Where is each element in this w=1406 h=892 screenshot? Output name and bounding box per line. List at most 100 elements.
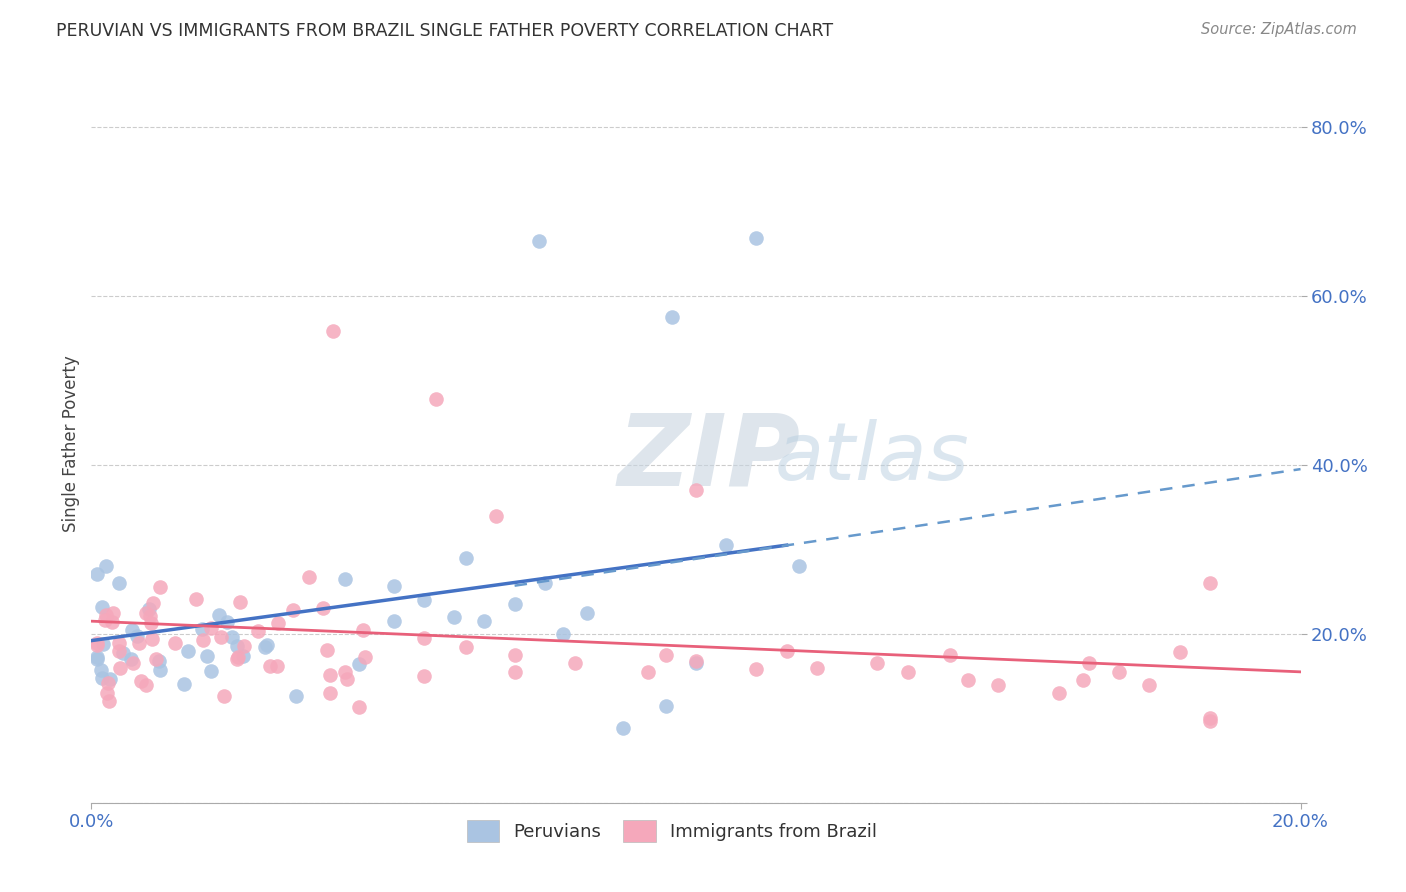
Point (297, 570, 319, 584)
Point (94, 559, 117, 574)
Point (335, 673, 357, 687)
Point (148, 654, 170, 668)
Text: atlas: atlas (775, 419, 969, 497)
Point (97, 676, 120, 690)
Point (173, 677, 195, 691)
Point (101, 607, 124, 621)
Point (319, 668, 342, 682)
Point (86, 652, 108, 666)
Point (866, 657, 889, 671)
Point (685, 657, 707, 671)
Point (226, 650, 249, 665)
Point (108, 644, 131, 658)
Point (226, 639, 249, 653)
Point (1047, 686, 1070, 700)
Point (221, 630, 243, 644)
Point (503, 597, 526, 611)
Point (1108, 665, 1130, 679)
Point (382, 614, 405, 628)
Point (267, 616, 290, 631)
Point (685, 483, 707, 498)
Point (108, 661, 131, 675)
Point (1077, 657, 1099, 671)
Point (208, 607, 231, 622)
Point (503, 648, 526, 662)
Point (413, 631, 436, 645)
Point (209, 630, 232, 644)
Point (135, 678, 157, 692)
Point (714, 538, 737, 552)
Point (163, 636, 186, 650)
Point (661, 310, 683, 324)
Point (86, 636, 108, 650)
Point (413, 669, 436, 683)
Point (987, 677, 1010, 691)
Point (456, 640, 478, 654)
Point (1198, 711, 1220, 725)
Point (96, 685, 118, 699)
Point (129, 673, 152, 688)
Point (322, 325, 344, 339)
Point (353, 650, 375, 665)
Point (149, 663, 172, 677)
Point (90, 599, 112, 614)
Point (120, 652, 142, 666)
Point (564, 657, 586, 671)
Legend: Peruvians, Immigrants from Brazil: Peruvians, Immigrants from Brazil (454, 807, 890, 855)
Point (259, 659, 281, 673)
Point (413, 593, 436, 607)
Point (232, 639, 254, 653)
Point (98, 672, 121, 686)
Point (186, 592, 208, 607)
Text: ZIP: ZIP (617, 409, 800, 507)
Point (335, 665, 357, 679)
Point (443, 610, 465, 624)
Point (226, 652, 249, 666)
Point (214, 689, 236, 703)
Point (551, 627, 574, 641)
Point (112, 646, 135, 660)
Text: PERUVIAN VS IMMIGRANTS FROM BRAZIL SINGLE FATHER POVERTY CORRELATION CHART: PERUVIAN VS IMMIGRANTS FROM BRAZIL SINGL… (56, 22, 834, 40)
Point (86, 566, 108, 581)
Point (654, 648, 676, 662)
Point (266, 659, 288, 673)
Point (472, 614, 495, 628)
Point (135, 606, 157, 620)
Point (215, 615, 238, 629)
Point (141, 615, 163, 630)
Point (806, 660, 828, 674)
Point (787, 559, 810, 574)
Point (335, 572, 357, 586)
Point (256, 638, 278, 652)
Point (125, 629, 148, 643)
Point (142, 597, 165, 611)
Point (347, 699, 370, 714)
Point (90, 671, 112, 685)
Point (1071, 673, 1094, 688)
Point (128, 636, 150, 650)
Point (228, 595, 250, 609)
Point (485, 508, 508, 523)
Point (108, 576, 131, 591)
Point (200, 664, 222, 678)
Point (281, 603, 304, 617)
Point (148, 580, 170, 594)
Point (200, 621, 222, 635)
Point (897, 665, 920, 679)
Point (382, 579, 405, 593)
Point (94, 608, 117, 623)
Point (685, 654, 707, 668)
Point (503, 665, 526, 679)
Point (1168, 645, 1191, 659)
Point (425, 392, 447, 406)
Point (745, 231, 768, 245)
Point (285, 690, 308, 704)
Point (90, 664, 112, 678)
Point (637, 665, 659, 679)
Point (141, 632, 163, 647)
Point (576, 606, 599, 620)
Point (91, 637, 114, 651)
Text: Source: ZipAtlas.com: Source: ZipAtlas.com (1201, 22, 1357, 37)
Point (86, 638, 108, 652)
Point (177, 644, 200, 658)
